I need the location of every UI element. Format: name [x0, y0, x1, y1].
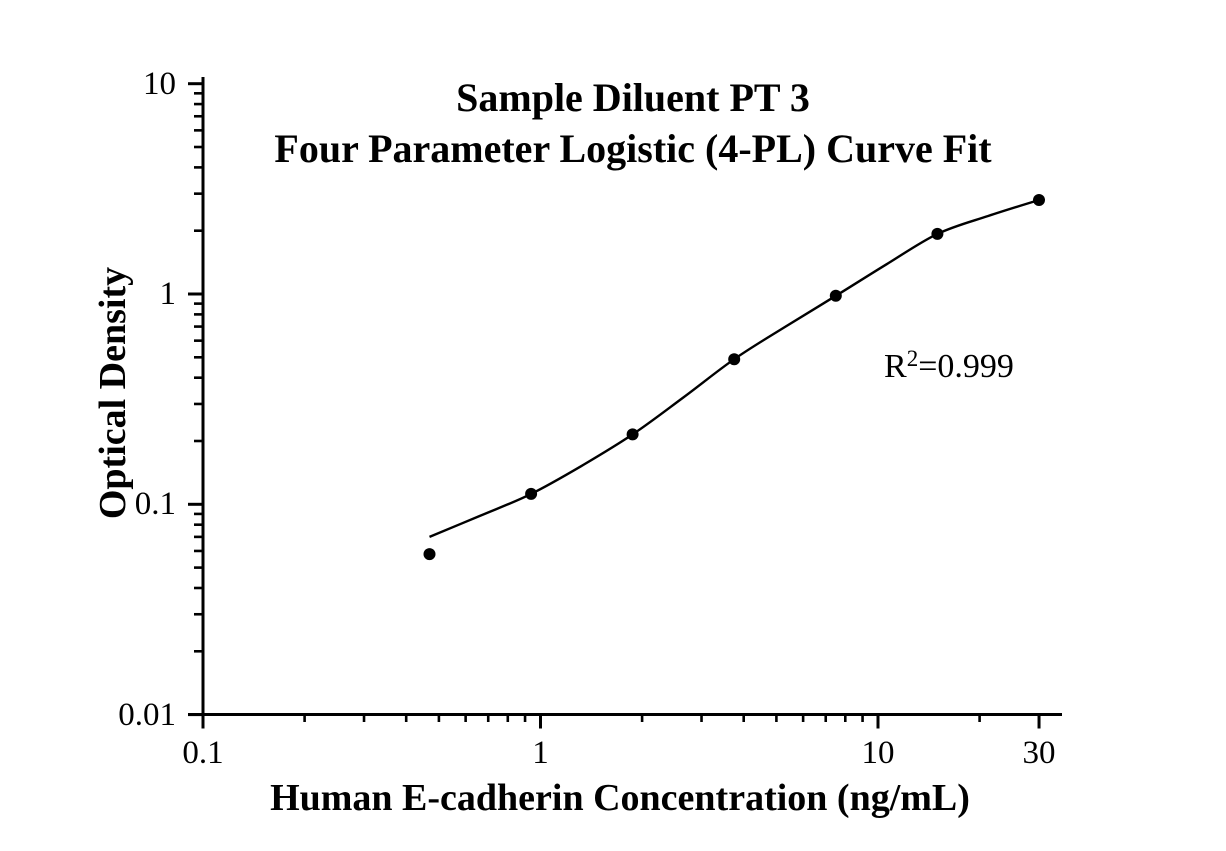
r-squared-base: R	[884, 348, 907, 385]
data-point	[423, 548, 436, 561]
y-tick-label: 10	[143, 65, 176, 102]
r-squared-superscript: 2	[906, 346, 919, 371]
data-point	[1033, 194, 1045, 206]
data-point	[626, 428, 639, 441]
y-tick-label: 1	[159, 276, 177, 312]
chart-title-line1: Sample Diluent PT 3	[456, 75, 810, 120]
y-tick-label: 0.1	[134, 486, 176, 523]
r-squared-annotation: R2=0.999	[884, 346, 1014, 386]
data-point	[931, 227, 944, 240]
x-tick-label: 1	[532, 735, 549, 771]
r-squared-value: =0.999	[918, 348, 1014, 385]
y-tick-label: 0.01	[118, 696, 176, 733]
x-axis-title: Human E-cadherin Concentration (ng/mL)	[270, 777, 970, 819]
chart-title: Sample Diluent PT 3 Four Parameter Logis…	[20, 72, 1226, 174]
x-tick-label: 0.1	[182, 735, 224, 771]
x-tick-label: 10	[861, 735, 895, 771]
data-point	[829, 289, 842, 302]
data-point	[525, 487, 538, 500]
data-point	[728, 353, 741, 366]
x-tick-label: 30	[1022, 735, 1056, 771]
chart-title-line2: Four Parameter Logistic (4-PL) Curve Fit	[274, 126, 992, 171]
